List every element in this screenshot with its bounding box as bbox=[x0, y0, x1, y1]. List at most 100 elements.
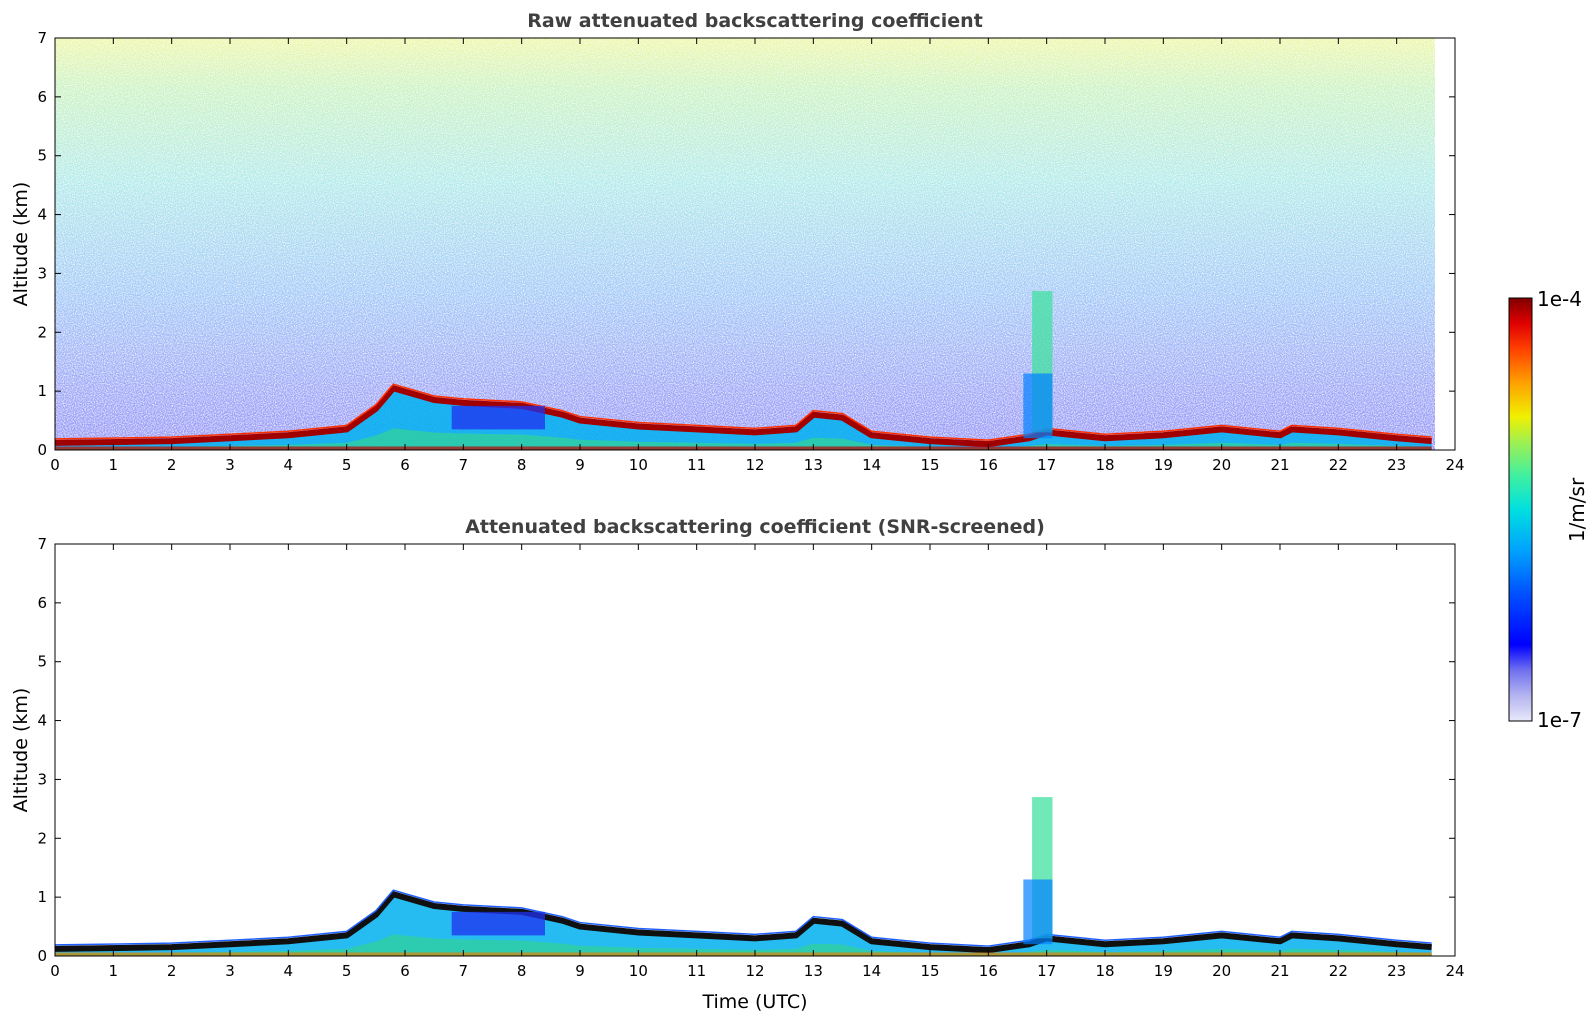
x-tick-label: 17 bbox=[1037, 962, 1056, 980]
panel2-xlabel: Time (UTC) bbox=[701, 991, 807, 1013]
x-tick-label: 2 bbox=[167, 456, 177, 474]
colorbar-gradient bbox=[1508, 297, 1533, 722]
x-tick-label: 15 bbox=[920, 456, 939, 474]
x-tick-label: 21 bbox=[1270, 962, 1289, 980]
x-tick-label: 2 bbox=[167, 962, 177, 980]
y-tick-label: 6 bbox=[37, 88, 47, 106]
x-tick-label: 12 bbox=[745, 962, 764, 980]
surface-return-band bbox=[55, 446, 1432, 450]
x-tick-label: 24 bbox=[1445, 962, 1464, 980]
x-tick-label: 7 bbox=[459, 456, 469, 474]
x-tick-label: 14 bbox=[862, 456, 881, 474]
y-tick-label: 5 bbox=[37, 653, 47, 671]
elevated-aerosol-layer bbox=[451, 405, 545, 430]
x-tick-label: 20 bbox=[1212, 456, 1231, 474]
surface-layer-fill bbox=[55, 934, 1432, 956]
raw-backscatter-panel: Raw attenuated backscattering coefficien… bbox=[10, 10, 1465, 474]
x-tick-label: 22 bbox=[1329, 962, 1348, 980]
x-tick-label: 9 bbox=[575, 962, 585, 980]
x-tick-label: 19 bbox=[1154, 456, 1173, 474]
x-tick-label: 23 bbox=[1387, 456, 1406, 474]
y-tick-label: 7 bbox=[37, 535, 47, 553]
x-tick-label: 13 bbox=[804, 962, 823, 980]
y-tick-label: 1 bbox=[37, 382, 47, 400]
y-tick-label: 4 bbox=[37, 712, 47, 730]
x-tick-label: 14 bbox=[862, 962, 881, 980]
layer-top-line bbox=[55, 891, 1432, 954]
cloud-feature-base bbox=[1023, 373, 1053, 439]
panel2-heatmap bbox=[55, 797, 1432, 956]
panel2-ylabel: Altitude (km) bbox=[10, 688, 32, 813]
colorbar-unit-label: 1/m/sr bbox=[1565, 477, 1589, 542]
panel1-y-ticks: 0 1 2 3 4 5 6 7 bbox=[37, 29, 1455, 459]
x-tick-label: 11 bbox=[687, 962, 706, 980]
colorbar-min-label: 1e-7 bbox=[1537, 708, 1582, 732]
panel2-title: Attenuated backscattering coefficient (S… bbox=[465, 516, 1045, 538]
panel1-layers bbox=[55, 291, 1432, 450]
x-tick-label: 12 bbox=[745, 456, 764, 474]
surface-return-band bbox=[55, 952, 1432, 956]
panel1-noise-mask bbox=[55, 38, 1435, 450]
mixed-layer-fill bbox=[55, 894, 1432, 956]
x-tick-label: 0 bbox=[50, 456, 60, 474]
panel2-frame bbox=[54, 543, 1456, 957]
x-tick-label: 8 bbox=[517, 962, 527, 980]
x-tick-label: 23 bbox=[1387, 962, 1406, 980]
layer-top-line bbox=[55, 385, 1432, 448]
x-tick-label: 5 bbox=[342, 962, 352, 980]
y-tick-label: 1 bbox=[37, 888, 47, 906]
x-tick-label: 17 bbox=[1037, 456, 1056, 474]
y-tick-label: 6 bbox=[37, 594, 47, 612]
x-tick-label: 0 bbox=[50, 962, 60, 980]
x-tick-label: 18 bbox=[1095, 456, 1114, 474]
x-tick-label: 1 bbox=[109, 456, 119, 474]
x-tick-label: 5 bbox=[342, 456, 352, 474]
y-tick-label: 0 bbox=[37, 947, 47, 965]
snr-screened-panel: Attenuated backscattering coefficient (S… bbox=[10, 516, 1465, 1013]
panel2-y-ticks: 0 1 2 3 4 5 6 7 bbox=[37, 535, 1455, 965]
y-tick-label: 4 bbox=[37, 206, 47, 224]
y-tick-label: 3 bbox=[37, 770, 47, 788]
y-tick-label: 5 bbox=[37, 147, 47, 165]
x-tick-label: 15 bbox=[920, 962, 939, 980]
x-tick-label: 16 bbox=[979, 456, 998, 474]
panel2-x-ticks: 0 1 2 3 4 5 6 7 8 9 10 11 12 13 14 15 16 17 18 19 20 21 22 23 24 bbox=[50, 544, 1465, 980]
x-tick-label: 19 bbox=[1154, 962, 1173, 980]
colorbar: 1e-4 1e-7 1/m/sr bbox=[1508, 287, 1589, 732]
x-tick-label: 4 bbox=[284, 456, 294, 474]
x-tick-label: 6 bbox=[400, 456, 410, 474]
y-tick-label: 2 bbox=[37, 829, 47, 847]
x-tick-label: 9 bbox=[575, 456, 585, 474]
x-tick-label: 22 bbox=[1329, 456, 1348, 474]
x-tick-label: 13 bbox=[804, 456, 823, 474]
x-tick-label: 6 bbox=[400, 962, 410, 980]
panel1-x-ticks: 0 1 2 3 4 5 6 7 8 9 10 11 12 13 14 15 16 17 18 19 20 21 22 23 24 bbox=[50, 38, 1465, 474]
y-tick-label: 2 bbox=[37, 323, 47, 341]
x-tick-label: 10 bbox=[629, 456, 648, 474]
panel1-title: Raw attenuated backscattering coefficien… bbox=[527, 10, 983, 32]
x-tick-label: 3 bbox=[225, 962, 235, 980]
x-tick-label: 18 bbox=[1095, 962, 1114, 980]
x-tick-label: 3 bbox=[225, 456, 235, 474]
elevated-aerosol-layer bbox=[451, 911, 545, 936]
surface-layer-fill bbox=[55, 428, 1432, 450]
x-tick-label: 11 bbox=[687, 456, 706, 474]
x-tick-label: 21 bbox=[1270, 456, 1289, 474]
x-tick-label: 24 bbox=[1445, 456, 1464, 474]
x-tick-label: 16 bbox=[979, 962, 998, 980]
panel1-ylabel: Altitude (km) bbox=[10, 182, 32, 307]
cloud-feature-base bbox=[1023, 879, 1053, 945]
colorbar-max-label: 1e-4 bbox=[1537, 287, 1582, 311]
layer-top-edge bbox=[55, 889, 1432, 947]
y-tick-label: 0 bbox=[37, 441, 47, 459]
x-tick-label: 8 bbox=[517, 456, 527, 474]
x-tick-label: 1 bbox=[109, 962, 119, 980]
x-tick-label: 7 bbox=[459, 962, 469, 980]
layer-top-edge bbox=[55, 383, 1432, 441]
x-tick-label: 20 bbox=[1212, 962, 1231, 980]
x-tick-label: 4 bbox=[284, 962, 294, 980]
panel2-layers bbox=[55, 797, 1432, 956]
y-tick-label: 7 bbox=[37, 29, 47, 47]
y-tick-label: 3 bbox=[37, 264, 47, 282]
